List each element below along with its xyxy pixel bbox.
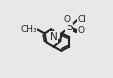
Text: O: O [63,15,70,24]
Text: Cl: Cl [77,15,86,24]
Text: O: O [77,26,84,35]
Text: N: N [49,32,57,42]
Text: CH₃: CH₃ [20,25,36,34]
Text: S: S [65,22,72,32]
